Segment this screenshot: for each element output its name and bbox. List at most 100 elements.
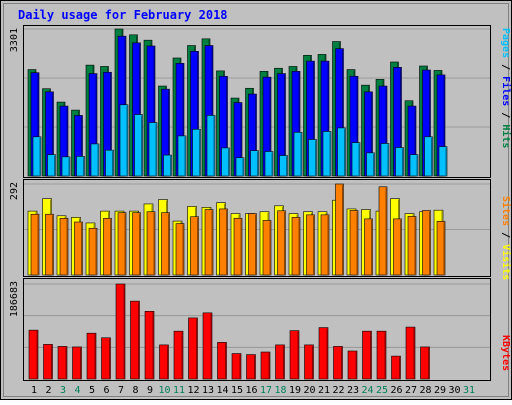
day-label-14: 14 [216, 385, 228, 396]
kbytes-bar-day-22-shade [341, 347, 343, 379]
legend-kbytes: KBytes [500, 335, 511, 371]
kbytes-bar-day-26 [391, 355, 401, 380]
pages-bar-day-6-shade [112, 151, 114, 176]
files-bar-day-13-shade [211, 46, 213, 176]
kbytes-bar-day-9 [144, 311, 155, 380]
day-label-20: 20 [303, 385, 315, 396]
kbytes-bar-day-16-shade [254, 355, 256, 379]
pages-bar-day-28 [424, 136, 433, 177]
sites-bar-day-16-shade [255, 214, 257, 275]
pages-bar-day-24 [366, 152, 375, 177]
kbytes-bar-day-1-shade [36, 331, 38, 379]
kbytes-bar-day-7 [115, 283, 126, 380]
kbytes-bar-day-12-shade [196, 318, 198, 379]
pages-bar-day-15 [235, 157, 245, 177]
pages-bar-day-25-shade [387, 144, 389, 176]
sites-bar-day-7-shade [124, 213, 126, 275]
visits-max-label: 292 [9, 182, 20, 200]
day-label-6: 6 [103, 385, 109, 396]
pages-bar-day-7-shade [126, 105, 128, 176]
pages-bar-day-3-shade [68, 157, 70, 176]
pages-bar-day-1-shade [39, 137, 41, 176]
day-label-13: 13 [202, 385, 214, 396]
pages-bar-day-1 [32, 136, 42, 177]
legend-sep-3: / [500, 226, 511, 244]
pages-bar-day-2 [47, 154, 56, 177]
sites-bar-day-11 [175, 223, 185, 276]
sites-bar-day-6-shade [110, 219, 112, 275]
day-label-16: 16 [245, 385, 257, 396]
legend-hits: Hits [500, 124, 512, 148]
legend-pages: Pages [500, 28, 511, 58]
pages-bar-day-15-shade [242, 158, 244, 176]
pages-bar-day-18-shade [286, 156, 288, 176]
sites-bar-day-12 [190, 216, 199, 276]
kbytes-bar-day-9-shade [152, 312, 154, 379]
chart-inner-border [3, 3, 509, 397]
legend-sep-2: / [500, 106, 511, 124]
files-bar-day-5-shade [95, 74, 97, 176]
sites-bar-day-21-shade [327, 215, 329, 275]
sites-bar-day-1-shade [37, 215, 39, 275]
files-bar-day-6-shade [110, 73, 112, 176]
pages-bar-day-22 [337, 127, 346, 177]
files-bar-day-22-shade [342, 49, 344, 176]
pages-bar-day-23 [351, 142, 361, 177]
sites-bar-day-10-shade [168, 213, 170, 275]
pages-bar-day-5-shade [97, 144, 99, 176]
sites-bar-day-22 [335, 183, 344, 276]
sites-bar-day-8 [132, 212, 141, 276]
visits-legend: Sites / Visits [500, 196, 512, 280]
pages-bar-day-22-shade [344, 128, 346, 176]
pages-bar-day-23-shade [358, 143, 360, 176]
day-label-19: 19 [289, 385, 301, 396]
kbytes-bar-day-4-shade [80, 347, 82, 379]
sites-bar-day-22-shade [342, 185, 344, 275]
day-label-31: 31 [463, 385, 475, 396]
pages-bar-day-8-shade [141, 115, 143, 176]
pages-bar-day-17 [264, 151, 274, 177]
kbytes-bar-day-3-shade [65, 347, 67, 379]
kbytes-bar-day-15-shade [239, 354, 241, 379]
pages-bar-day-12-shade [199, 130, 201, 176]
kbytes-bar-day-18 [275, 344, 285, 380]
legend-sep-1: / [500, 58, 511, 76]
pages-bar-day-4-shade [83, 157, 85, 176]
pages-bar-day-13-shade [213, 116, 215, 176]
kbytes-bar-day-22 [333, 346, 343, 380]
day-label-29: 29 [434, 385, 446, 396]
sites-bar-day-7 [117, 212, 127, 276]
kbytes-bar-day-16 [246, 354, 256, 380]
kbytes-bar-day-20 [304, 344, 314, 380]
kbytes-bar-day-27 [405, 326, 416, 380]
sites-bar-day-9 [146, 211, 156, 276]
kbytes-legend: KBytes [500, 335, 511, 371]
files-bar-day-23-shade [356, 77, 358, 176]
files-bar-day-8-shade [139, 43, 141, 176]
legend-visits: Visits [500, 244, 512, 280]
day-label-7: 7 [118, 385, 124, 396]
kbytes-bar-day-14-shade [225, 343, 227, 379]
kbytes-max-label: 186683 [9, 281, 20, 317]
kbytes-bar-day-5-shade [94, 334, 96, 379]
sites-bar-day-3 [59, 217, 69, 276]
x-axis-day-labels: 1 2 3 4 5 6 7 8 9 10 11 12 13 14 15 16 17 18 19 20 21 22 23 24 2… [31, 385, 475, 396]
files-bar-day-16-shade [255, 95, 257, 176]
day-label-4: 4 [74, 385, 80, 396]
kbytes-bar-day-2 [43, 344, 53, 380]
files-bar-day-2-shade [52, 92, 54, 176]
day-label-1: 1 [31, 385, 37, 396]
sites-bar-day-18-shade [284, 211, 286, 275]
files-bar-day-19-shade [298, 72, 300, 176]
sites-bar-day-21 [320, 214, 330, 276]
pages-bar-day-21 [322, 131, 332, 177]
kbytes-bar-day-23-shade [355, 352, 357, 379]
files-bar-day-11-shade [182, 64, 184, 176]
day-label-5: 5 [89, 385, 95, 396]
kbytes-bar-day-13 [202, 312, 213, 380]
day-label-22: 22 [332, 385, 344, 396]
sites-bar-day-16 [248, 213, 257, 276]
files-bar-day-21-shade [327, 62, 329, 176]
files-bar-day-15-shade [240, 103, 242, 176]
